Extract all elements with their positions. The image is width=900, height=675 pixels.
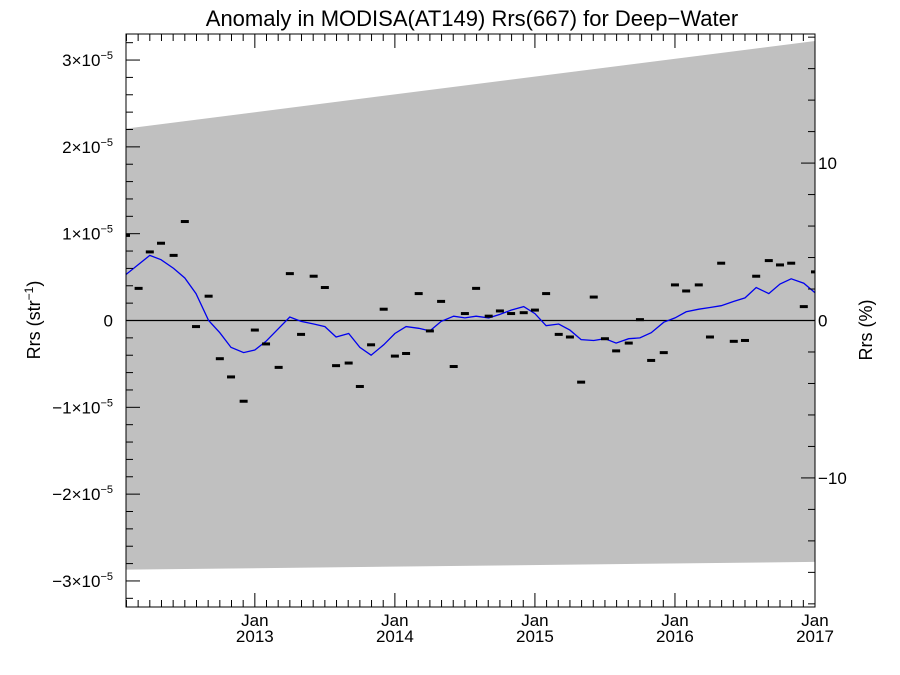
data-point — [192, 325, 201, 329]
data-point — [145, 250, 154, 254]
data-point — [647, 358, 656, 362]
data-point — [705, 335, 714, 339]
data-point — [764, 259, 773, 263]
data-point — [204, 294, 213, 298]
data-point — [787, 261, 796, 265]
x-tick-label-month: Jan — [661, 611, 688, 630]
y-axis-label-left-text: Rrs (str — [24, 300, 44, 359]
band-layer — [126, 40, 815, 570]
data-point — [775, 263, 784, 267]
x-tick-label-year: 2014 — [376, 627, 414, 646]
data-point — [437, 299, 446, 303]
data-point — [565, 335, 574, 339]
y-tick-label: −3×10−5 — [52, 571, 113, 591]
y-axis-label-left: Rrs (str−1) — [22, 281, 44, 360]
data-point — [180, 220, 189, 224]
data-point — [752, 274, 761, 278]
data-point — [309, 274, 318, 278]
data-point — [600, 337, 609, 341]
data-point — [134, 286, 143, 290]
data-point — [542, 292, 551, 296]
x-tick-label-year: 2016 — [656, 627, 694, 646]
y-axis-label-left-close: ) — [24, 281, 44, 287]
data-point — [495, 309, 504, 313]
data-point — [126, 233, 130, 237]
monthly-anomaly-points — [126, 220, 815, 403]
chart-title: Anomaly in MODISA(AT149) Rrs(667) for De… — [206, 6, 738, 31]
data-point — [729, 339, 738, 343]
y-tick-label: 0 — [104, 312, 113, 331]
x-tick-label-month: Jan — [521, 611, 548, 630]
x-tick-label-month: Jan — [241, 611, 268, 630]
data-point — [799, 305, 808, 309]
data-point — [624, 341, 633, 345]
tick-labels: Jan2013Jan2014Jan2015Jan2016Jan20173×10−… — [52, 50, 847, 646]
y-axis-label-left-sup: −1 — [22, 286, 36, 300]
data-point — [670, 283, 679, 287]
data-point — [425, 329, 434, 333]
data-point — [449, 365, 458, 369]
data-point — [239, 399, 248, 403]
data-point — [250, 328, 259, 332]
data-point — [402, 351, 411, 355]
data-point — [740, 338, 749, 342]
data-point — [682, 289, 691, 293]
data-point — [227, 375, 236, 379]
y-tick-label: −1×10−5 — [52, 397, 113, 417]
y-tick-label: −2×10−5 — [52, 484, 113, 504]
x-tick-label-month: Jan — [381, 611, 408, 630]
data-point — [612, 349, 621, 353]
data-point — [332, 364, 341, 368]
data-point — [390, 354, 399, 358]
data-point — [717, 261, 726, 265]
data-point — [811, 270, 815, 274]
data-point — [367, 343, 376, 347]
data-point — [589, 295, 598, 299]
x-tick-label-year: 2015 — [516, 627, 554, 646]
data-point — [344, 361, 353, 365]
y2-tick-label: 0 — [818, 312, 827, 331]
data-point — [215, 357, 224, 361]
data-point — [320, 286, 329, 290]
data-point — [157, 241, 166, 245]
data-point — [694, 283, 703, 287]
smoothed-anomaly-line — [125, 254, 816, 357]
x-tick-label-month: Jan — [801, 611, 828, 630]
data-point — [507, 312, 516, 316]
y2-tick-label: 10 — [818, 154, 837, 173]
data-point — [297, 332, 306, 336]
uncertainty-band — [126, 40, 815, 570]
y2-tick-label: −10 — [818, 469, 847, 488]
data-point — [472, 286, 481, 290]
x-tick-label-year: 2013 — [236, 627, 274, 646]
data-point — [274, 365, 283, 369]
data-point — [355, 384, 364, 388]
data-point — [659, 351, 668, 355]
data-point — [262, 342, 271, 346]
y-tick-label: 3×10−5 — [62, 50, 113, 70]
data-point — [169, 253, 178, 257]
data-point — [530, 308, 539, 312]
data-point — [285, 272, 294, 276]
data-point — [635, 318, 644, 322]
data-point — [484, 314, 493, 318]
y-tick-label: 1×10−5 — [62, 224, 113, 244]
y-tick-label: 2×10−5 — [62, 137, 113, 157]
y-axis-label-right: Rrs (%) — [856, 300, 876, 361]
data-point — [577, 380, 586, 384]
data-point — [414, 292, 423, 296]
data-point — [379, 307, 388, 311]
axis-ticks — [125, 34, 816, 607]
x-tick-label-year: 2017 — [796, 627, 834, 646]
data-point — [519, 311, 528, 315]
data-point — [554, 332, 563, 336]
data-point — [460, 312, 469, 316]
